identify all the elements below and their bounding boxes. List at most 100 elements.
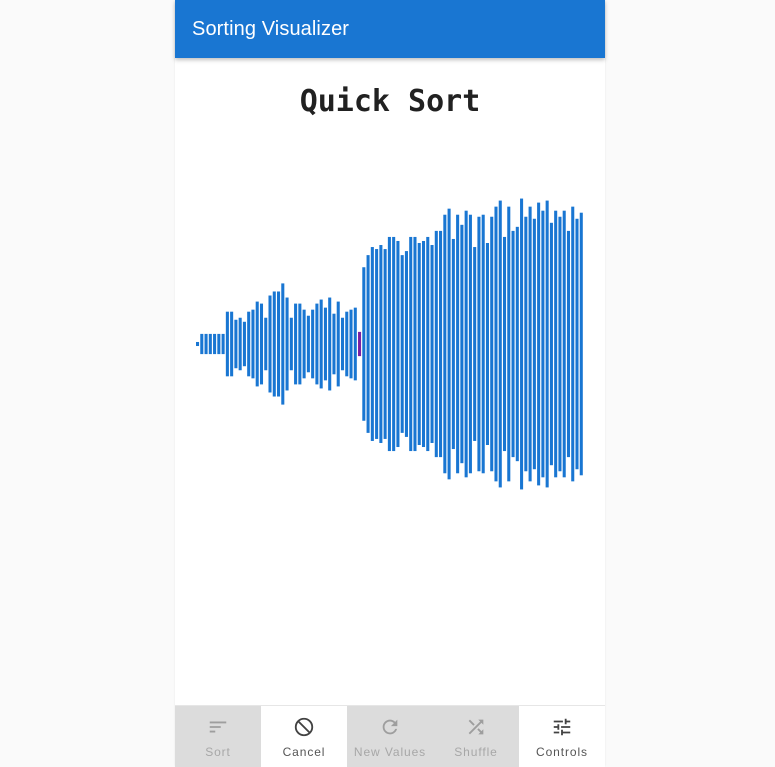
value-bar (426, 236, 430, 452)
value-bar (511, 230, 515, 458)
value-bar (485, 243, 489, 445)
value-bar (456, 214, 460, 474)
value-bar (494, 206, 498, 482)
refresh-icon (382, 719, 398, 735)
value-bar (230, 311, 234, 377)
value-bar (537, 202, 541, 486)
value-bar (392, 236, 396, 452)
value-bar (434, 230, 438, 458)
value-bar (289, 317, 293, 371)
value-bar (358, 331, 362, 357)
value-bar (234, 319, 238, 369)
sort-button-label: Sort (205, 745, 231, 759)
value-bar (562, 210, 566, 478)
value-bar (451, 238, 455, 450)
value-bar (396, 240, 400, 448)
value-bar (477, 216, 481, 472)
value-bar (200, 333, 204, 355)
value-bar (558, 216, 562, 472)
new-values-button[interactable]: New Values (347, 706, 433, 767)
value-bar (575, 218, 579, 470)
sort-button[interactable]: Sort (175, 706, 261, 767)
shuffle-button[interactable]: Shuffle (433, 706, 519, 767)
value-bar (375, 249, 379, 439)
value-bar (247, 311, 251, 377)
sort-icon (209, 721, 227, 733)
cancel-button-label: Cancel (282, 745, 326, 759)
value-bar (221, 333, 225, 355)
value-bar (336, 301, 340, 387)
value-bar (571, 206, 575, 482)
value-bar (196, 341, 200, 347)
value-bar (532, 218, 536, 470)
value-bar (421, 240, 426, 448)
value-bar (323, 307, 327, 381)
value-bar (281, 283, 285, 405)
value-bar (264, 317, 268, 371)
value-bar (366, 255, 370, 433)
value-bar (277, 291, 281, 397)
value-bar (306, 315, 310, 373)
value-bar (566, 230, 571, 458)
tune-icon (553, 718, 571, 736)
value-bar (213, 333, 217, 355)
value-bar (439, 230, 443, 458)
value-bar (362, 267, 366, 421)
value-bar (447, 208, 451, 480)
value-bar (251, 309, 255, 379)
value-bar (204, 333, 208, 355)
app-bar: Sorting Visualizer (175, 0, 605, 58)
value-bar (490, 216, 494, 472)
value-bar (217, 333, 221, 355)
value-bar (302, 309, 306, 379)
value-bar (413, 236, 417, 452)
controls-button-label: Controls (536, 745, 588, 759)
value-bar (460, 224, 464, 464)
value-bar (370, 247, 374, 441)
shuffle-icon (468, 719, 484, 735)
cancel-icon (294, 717, 314, 737)
value-bar (332, 313, 336, 375)
value-bar (473, 247, 477, 441)
value-bar (545, 200, 549, 488)
cancel-button[interactable]: Cancel (261, 706, 347, 767)
value-bar (554, 210, 558, 478)
value-bar (238, 317, 242, 371)
value-bar (383, 249, 387, 439)
value-bar (502, 236, 507, 452)
value-bar (541, 210, 545, 478)
value-bar (379, 245, 383, 443)
value-bar (272, 291, 276, 397)
value-bar (242, 321, 246, 367)
value-bar (520, 198, 524, 490)
value-bar (400, 255, 404, 433)
value-bar (345, 311, 349, 377)
value-bar (409, 236, 413, 452)
algorithm-title: Quick Sort (299, 84, 481, 119)
value-bar (285, 297, 289, 391)
value-bar (498, 200, 502, 488)
value-bar (208, 333, 212, 355)
value-bar (349, 309, 353, 379)
value-bar (298, 303, 302, 385)
controls-button[interactable]: Controls (519, 706, 605, 767)
value-bar (255, 301, 259, 387)
value-bar (549, 222, 553, 466)
value-bar (294, 303, 298, 385)
value-bar (387, 236, 391, 452)
app-title: Sorting Visualizer (192, 17, 350, 40)
value-bar (515, 226, 519, 462)
value-bar (404, 251, 408, 437)
value-bar (528, 206, 532, 482)
value-bar (340, 317, 345, 371)
value-bar (524, 216, 528, 472)
value-bar (481, 214, 485, 474)
bottom-navigation: Sort Cancel New Values Shuffle Cont (175, 705, 605, 767)
value-bar (268, 295, 272, 393)
value-bar (468, 214, 472, 474)
value-bar (311, 309, 315, 379)
value-bar (315, 303, 319, 385)
value-bar (443, 214, 447, 474)
value-bar (579, 212, 583, 476)
value-bar (353, 307, 357, 381)
